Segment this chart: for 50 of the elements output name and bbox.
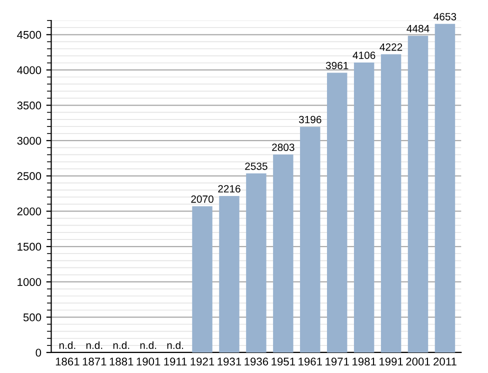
x-tick-label: 1991	[380, 358, 403, 366]
bar	[246, 173, 266, 352]
bar	[300, 126, 320, 352]
bar	[380, 54, 402, 352]
y-tick-label: 3000	[17, 136, 42, 145]
data-label: 2803	[272, 144, 294, 152]
data-label: 2070	[191, 195, 214, 203]
y-tick-label: 1500	[18, 242, 42, 251]
x-tick-label: 2011	[434, 358, 456, 366]
bar	[326, 72, 348, 352]
y-tick-label: 3500	[17, 102, 42, 110]
data-label: 2535	[245, 162, 268, 170]
bar	[408, 36, 428, 352]
x-tick-label: 1861	[56, 358, 80, 366]
y-tick-label: 0	[36, 348, 42, 357]
data-label: 4106	[352, 52, 376, 59]
text: n.d.	[86, 341, 102, 350]
text: n.d.	[140, 341, 156, 350]
x-tick-label: 1971	[326, 358, 349, 366]
bar	[273, 154, 294, 352]
data-label: 4653	[434, 12, 456, 20]
x-tick-label: 1911	[164, 358, 187, 366]
x-tick-label: 1961	[298, 358, 322, 366]
y-tick-label: 4500	[17, 30, 42, 39]
bar	[219, 196, 240, 352]
x-tick-label: 1981	[352, 358, 376, 366]
data-label: 4484	[406, 24, 430, 32]
data-label: 2216	[218, 185, 240, 192]
y-tick-label: 2000	[17, 207, 42, 216]
x-tick-label: 1871	[82, 358, 106, 366]
y-tick-label: 2500	[17, 172, 42, 180]
data-label: 3961	[326, 62, 348, 70]
x-tick-label: 1901	[136, 358, 160, 366]
x-tick-label: 2001	[406, 358, 430, 366]
bar	[192, 206, 212, 352]
text: n.d.	[167, 341, 184, 350]
text: n.d.	[113, 341, 130, 350]
x-tick-label: 1931	[218, 358, 242, 366]
bar	[354, 62, 374, 352]
x-tick-label: 1936	[244, 358, 268, 366]
data-label: 3196	[298, 116, 322, 124]
bar	[434, 24, 456, 352]
x-tick-label: 1921	[190, 358, 214, 366]
text: n.d.	[59, 341, 76, 350]
x-tick-label: 1881	[110, 358, 134, 366]
data-label: 4222	[380, 43, 402, 51]
x-tick-label: 1951	[272, 358, 295, 366]
y-tick-label: 4000	[17, 66, 42, 74]
y-tick-label: 1000	[18, 278, 42, 286]
y-tick-label: 500	[23, 313, 42, 322]
